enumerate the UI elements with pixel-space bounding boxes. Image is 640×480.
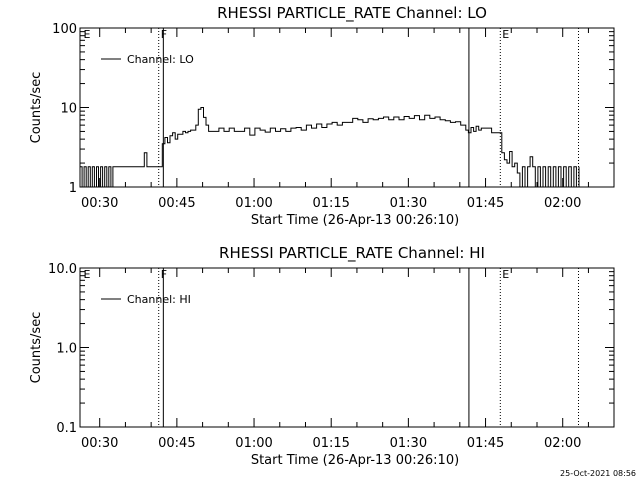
x-tick-label: 01:45 xyxy=(467,196,504,211)
x-tick-label: 02:00 xyxy=(544,436,581,451)
x-tick-label: 01:15 xyxy=(312,196,349,211)
event-marker-label: F xyxy=(161,268,167,281)
legend-label: Channel: LO xyxy=(127,53,194,66)
y-tick-label: 1 xyxy=(69,181,77,196)
y-tick-label: 0.1 xyxy=(56,421,77,436)
chart-title: RHESSI PARTICLE_RATE Channel: HI xyxy=(219,244,485,263)
x-tick-label: 00:45 xyxy=(158,196,195,211)
y-axis-label: Counts/sec xyxy=(29,72,44,144)
series-line xyxy=(80,107,580,188)
x-tick-label: 00:30 xyxy=(81,436,118,451)
event-marker-label: E xyxy=(84,268,91,281)
event-marker-label: E xyxy=(502,268,509,281)
chart-title: RHESSI PARTICLE_RATE Channel: LO xyxy=(217,4,487,23)
x-tick-label: 00:30 xyxy=(81,196,118,211)
x-tick-label: 01:30 xyxy=(390,436,427,451)
x-axis-label: Start Time (26-Apr-13 00:26:10) xyxy=(251,453,459,468)
x-tick-label: 00:45 xyxy=(158,436,195,451)
x-tick-label: 01:00 xyxy=(235,436,272,451)
x-tick-label: 02:00 xyxy=(544,196,581,211)
x-tick-label: 01:15 xyxy=(312,436,349,451)
x-axis-label: Start Time (26-Apr-13 00:26:10) xyxy=(251,213,459,228)
y-tick-label: 1.0 xyxy=(56,342,77,357)
y-tick-label: 10.0 xyxy=(48,262,77,277)
y-tick-label: 100 xyxy=(52,22,77,37)
event-marker-label: F xyxy=(161,28,167,41)
plot-frame xyxy=(79,267,615,428)
x-tick-label: 01:45 xyxy=(467,436,504,451)
legend-label: Channel: HI xyxy=(127,293,191,306)
footer-timestamp: 25-Oct-2021 08:56 xyxy=(560,469,636,478)
event-marker-label: E xyxy=(84,28,91,41)
event-marker-label: E xyxy=(502,28,509,41)
plot-frame xyxy=(79,27,615,188)
y-axis-label: Counts/sec xyxy=(29,312,44,384)
x-tick-label: 01:30 xyxy=(390,196,427,211)
y-tick-label: 10 xyxy=(60,102,77,117)
x-tick-label: 01:00 xyxy=(235,196,272,211)
